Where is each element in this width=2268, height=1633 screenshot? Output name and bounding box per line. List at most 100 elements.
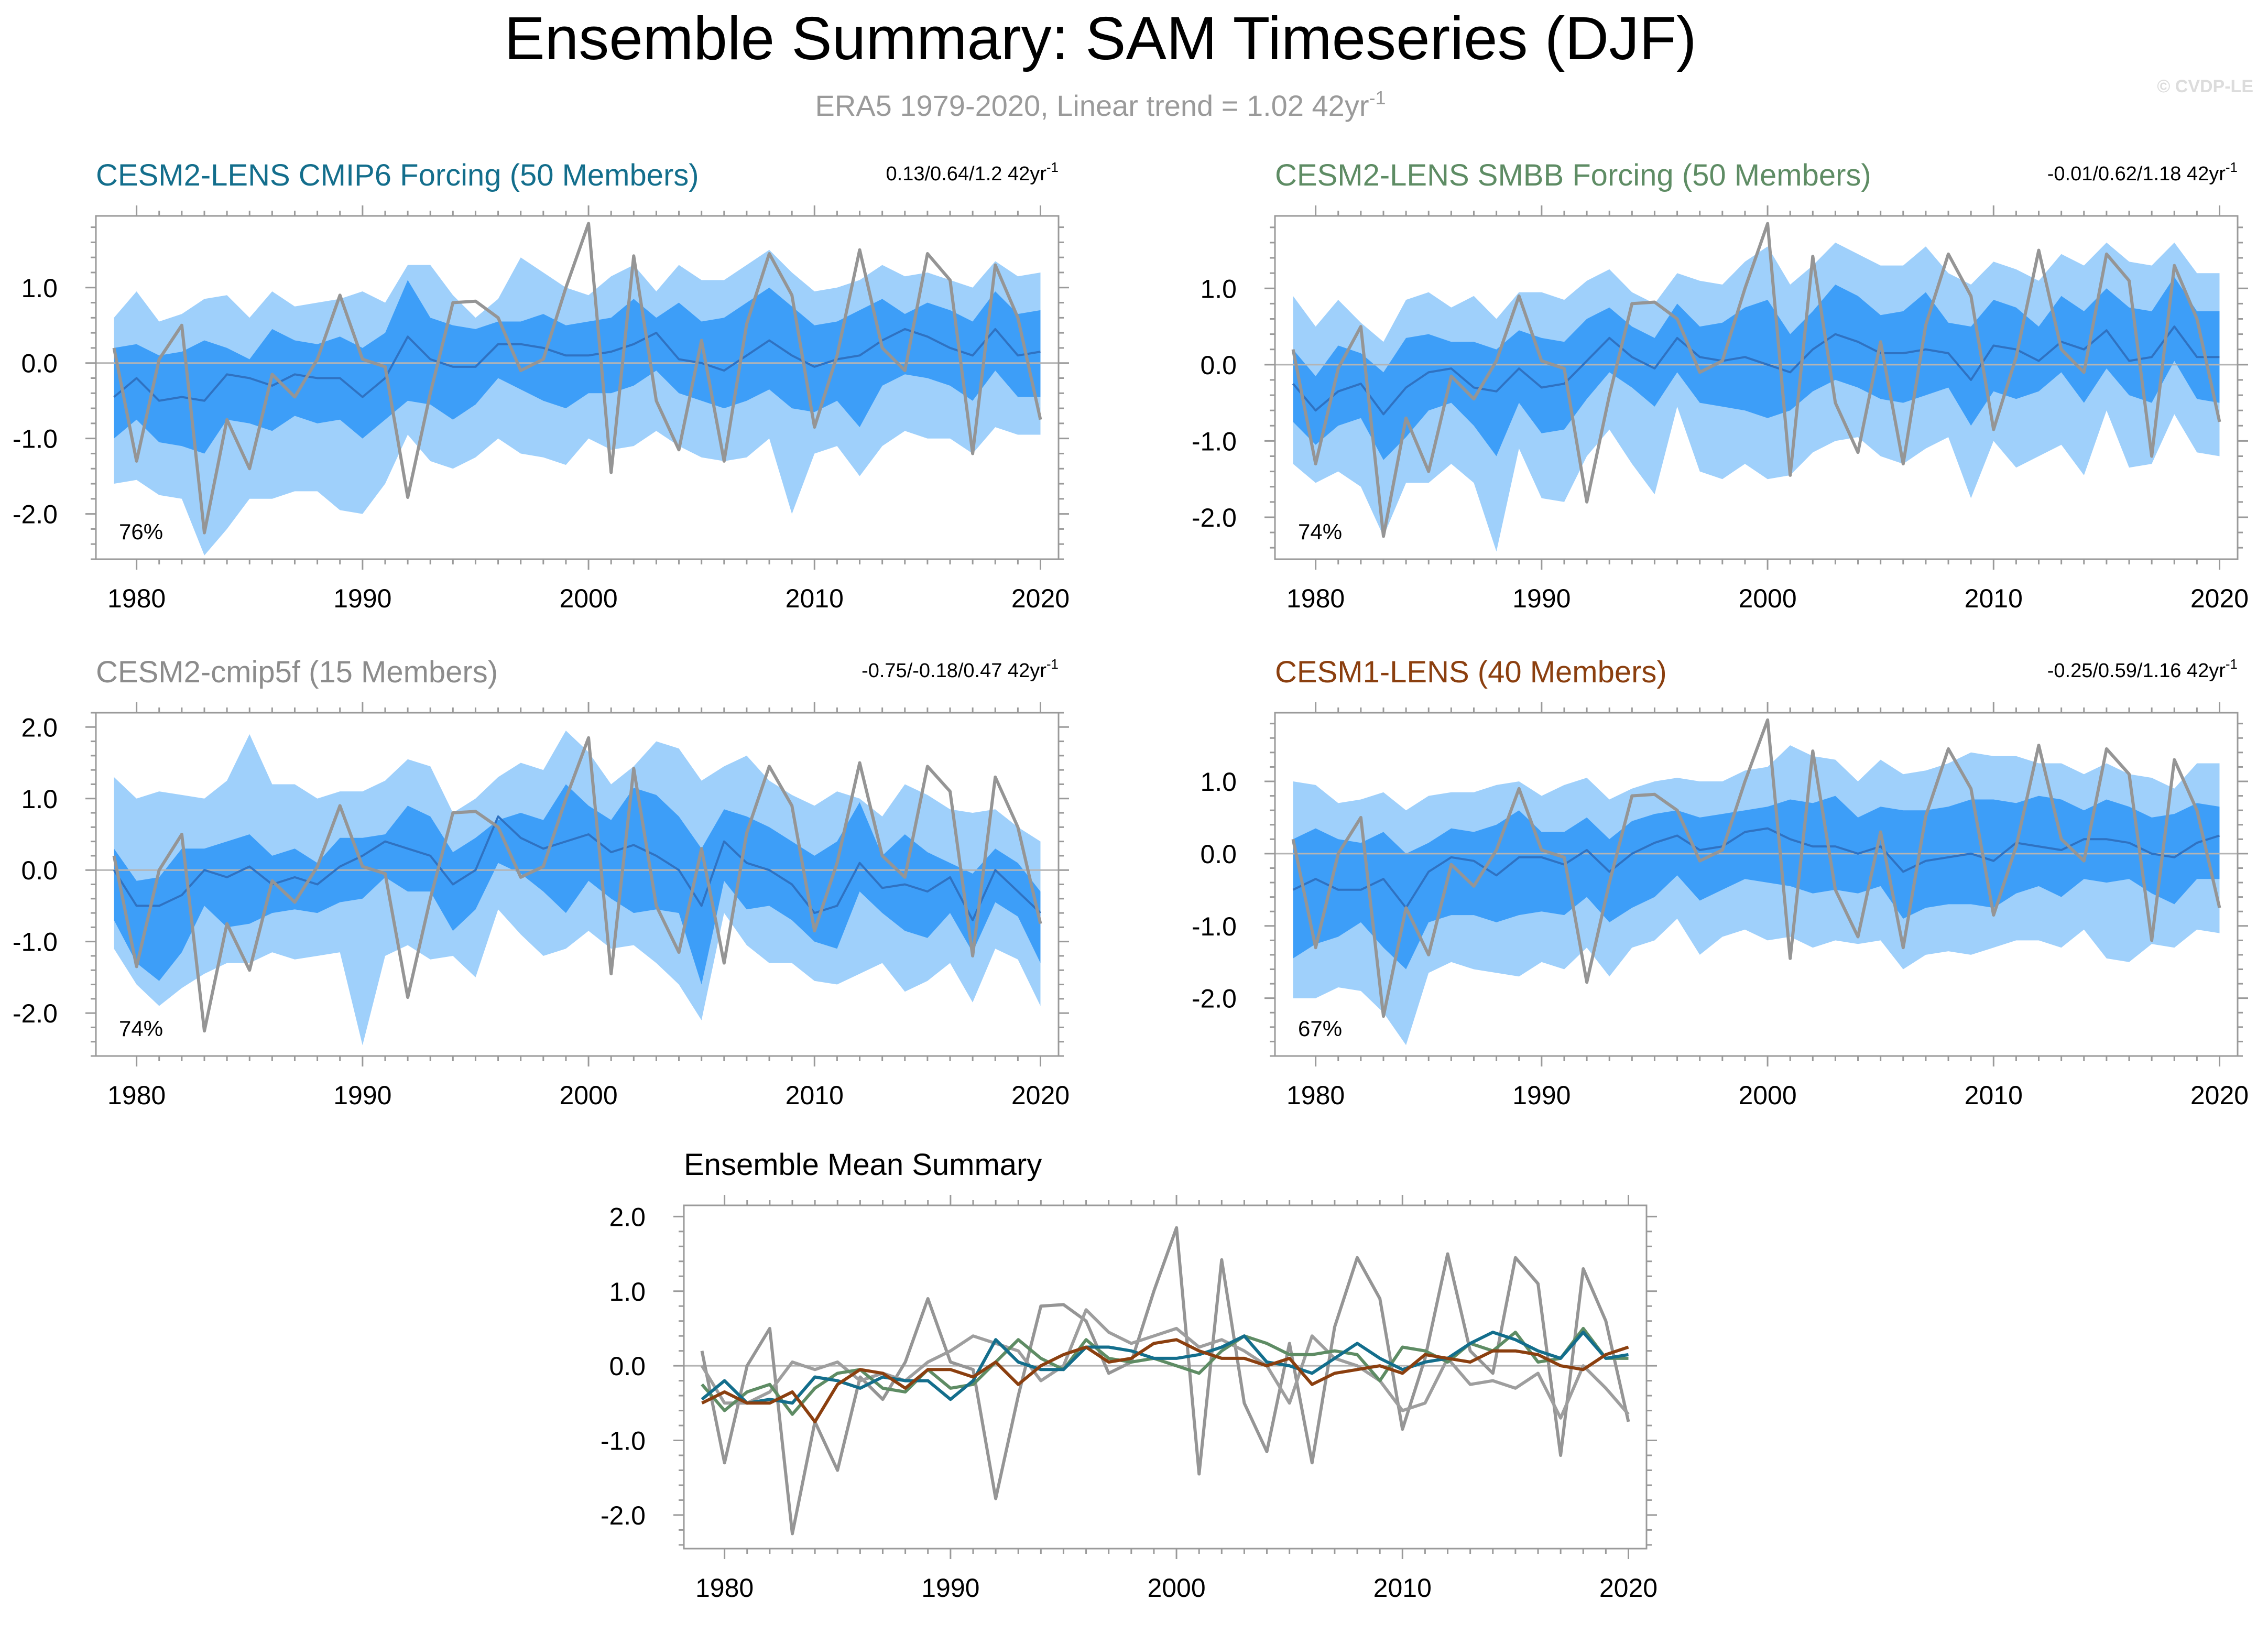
y-tick-label: -1.0	[601, 1427, 646, 1456]
observed-line	[1291, 222, 2221, 538]
panel-title: CESM2-cmip5f (15 Members)	[96, 655, 498, 689]
y-tick-label: -1.0	[13, 424, 58, 454]
series-line-cesm1-lens	[701, 1338, 1629, 1423]
trend-values: 0.13/0.64/1.2	[886, 163, 1002, 185]
x-tick-label: 2010	[1965, 584, 2023, 613]
x-tick-label: 2020	[1599, 1573, 1658, 1603]
y-tick-label: 2.0	[21, 713, 58, 742]
x-tick-label: 2000	[1738, 584, 1796, 613]
panel-cesm2-cmip6: CESM2-LENS CMIP6 Forcing (50 Members) 0.1…	[13, 158, 1070, 613]
x-tick-label: 2000	[559, 1081, 617, 1110]
plot-frame	[95, 215, 1060, 560]
y-tick-label: -2.0	[13, 999, 58, 1028]
trend-superscript: -1	[1046, 656, 1059, 672]
panels: CESM2-LENS CMIP6 Forcing (50 Members) 0.1…	[13, 158, 2249, 1603]
observed-line	[112, 222, 1042, 535]
ensemble-mean-line	[113, 815, 1041, 921]
x-tick-label: 2020	[1011, 584, 1070, 613]
x-tick-label: 2010	[1373, 1573, 1432, 1603]
percent-label: 74%	[1298, 519, 1342, 544]
trend-label: -0.75/-0.18/0.47 42yr-1	[862, 656, 1059, 682]
x-tick-label: 1990	[333, 584, 391, 613]
x-tick-label: 1980	[1286, 584, 1345, 613]
figure-title: Ensemble Summary: SAM Timeseries (DJF)	[504, 4, 1696, 72]
x-tick-label: 1980	[107, 1081, 166, 1110]
panel-cesm2-cmip5f: CESM2-cmip5f (15 Members) -0.75/-0.18/0.4…	[13, 655, 1070, 1110]
trend-superscript: -1	[1046, 159, 1059, 175]
trend-values: -0.75/-0.18/0.47	[862, 660, 1002, 682]
trend-superscript: -1	[2226, 159, 2238, 175]
trend-unit: 42yr	[1002, 660, 1046, 682]
watermark: © CVDP-LE	[2157, 77, 2253, 96]
x-tick-label: 1990	[333, 1081, 391, 1110]
y-tick-label: 0.0	[21, 349, 58, 378]
panel-ensemble-mean-summary: Ensemble Mean Summary 1980 1990 2000 2010 202…	[601, 1148, 1658, 1603]
y-tick-label: -1.0	[1192, 427, 1237, 456]
trend-label: -0.25/0.59/1.16 42yr-1	[2047, 656, 2238, 682]
series-line-cesm2-lens-cmip6	[701, 1331, 1629, 1405]
y-tick-label: -1.0	[1192, 912, 1237, 941]
observed-line	[112, 736, 1042, 1033]
x-tick-label: 2010	[786, 584, 844, 613]
trend-label: -0.01/0.62/1.18 42yr-1	[2047, 159, 2238, 185]
y-tick-label: -2.0	[601, 1501, 646, 1530]
x-tick-label: 2000	[1738, 1081, 1796, 1110]
panel-cesm1-lens: CESM1-LENS (40 Members) -0.25/0.59/1.16 4…	[1192, 655, 2249, 1110]
panel-title: CESM1-LENS (40 Members)	[1275, 655, 1667, 689]
panel-title: CESM2-LENS SMBB Forcing (50 Members)	[1275, 158, 1871, 192]
x-tick-label: 1980	[1286, 1081, 1345, 1110]
x-tick-label: 2010	[786, 1081, 844, 1110]
plot-data	[96, 731, 1059, 1046]
plot-data	[96, 222, 1059, 556]
y-tick-label: 1.0	[1200, 767, 1237, 797]
percent-label: 76%	[119, 519, 163, 544]
panel-title: CESM2-LENS CMIP6 Forcing (50 Members)	[96, 158, 699, 192]
y-tick-label: 1.0	[21, 785, 58, 814]
y-tick-label: 2.0	[609, 1202, 646, 1232]
y-tick-label: -2.0	[1192, 984, 1237, 1014]
y-tick-label: 1.0	[1200, 274, 1237, 303]
x-tick-label: 2000	[1147, 1573, 1205, 1603]
plot-data	[1275, 222, 2238, 552]
trend-superscript: -1	[2226, 656, 2238, 672]
y-tick-label: 1.0	[609, 1277, 646, 1307]
x-tick-label: 2020	[2190, 1081, 2249, 1110]
x-tick-label: 1980	[695, 1573, 754, 1603]
plot-data	[1275, 718, 2238, 1046]
y-tick-label: -2.0	[13, 500, 58, 529]
trend-unit: 42yr	[2181, 163, 2226, 185]
trend-label: 0.13/0.64/1.2 42yr-1	[886, 159, 1059, 185]
plot-frame	[683, 1204, 1648, 1550]
panel-cesm2-smbb: CESM2-LENS SMBB Forcing (50 Members) -0.0…	[1192, 158, 2249, 613]
inner-range-band	[1293, 277, 2220, 460]
trend-unit: 42yr	[2181, 660, 2226, 682]
ensemble-mean-line	[1292, 827, 2220, 909]
trend-unit: 42yr	[1002, 163, 1046, 185]
observed-line	[1291, 718, 2221, 1018]
y-tick-label: 0.0	[1200, 840, 1237, 869]
x-tick-label: 1990	[1512, 584, 1571, 613]
y-tick-label: -1.0	[13, 928, 58, 957]
trend-values: -0.01/0.62/1.18	[2047, 163, 2182, 185]
panel-title: Ensemble Mean Summary	[684, 1148, 1042, 1182]
figure-subtitle: ERA5 1979-2020, Linear trend = 1.02 42yr…	[815, 87, 1386, 122]
inner-range-band	[114, 784, 1041, 985]
subtitle-superscript: -1	[1369, 87, 1386, 108]
plot-frame	[1274, 215, 2239, 560]
x-tick-label: 2020	[1011, 1081, 1070, 1110]
y-tick-label: -2.0	[1192, 503, 1237, 532]
plot-frame	[1274, 712, 2239, 1057]
x-tick-label: 2020	[2190, 584, 2249, 613]
inner-range-band	[1293, 796, 2220, 970]
x-tick-label: 2000	[559, 584, 617, 613]
y-tick-label: 0.0	[1200, 351, 1237, 380]
percent-label: 74%	[119, 1016, 163, 1041]
ensemble-mean-line	[1292, 325, 2220, 416]
inner-range-band	[114, 280, 1041, 454]
subtitle-text: ERA5 1979-2020, Linear trend = 1.02 42yr	[815, 89, 1369, 122]
series-line-cesm2-cmip5f	[700, 1308, 1630, 1420]
y-tick-label: 0.0	[609, 1352, 646, 1381]
x-tick-label: 1980	[107, 584, 166, 613]
x-tick-label: 1990	[921, 1573, 979, 1603]
